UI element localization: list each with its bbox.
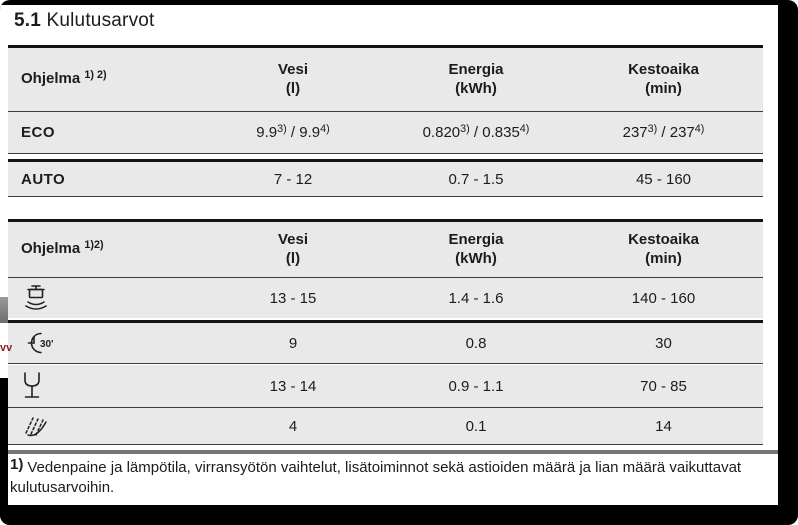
energy-value: 0.8203) / 0.8354) bbox=[422, 123, 530, 141]
consumption-table-main: Ohjelma 1) 2) Vesi (l) Energia (kWh) Kes… bbox=[8, 45, 763, 197]
footnote-text: Vedenpaine ja lämpötila, virransyötön va… bbox=[10, 459, 742, 497]
divider bbox=[8, 364, 763, 365]
table-row-rinse-program: 4 0.1 14 bbox=[8, 408, 763, 444]
divider bbox=[8, 318, 763, 320]
section-title-text: Kulutusarvot bbox=[46, 10, 155, 31]
header-water: Vesi (l) bbox=[277, 60, 309, 97]
duration-value: 45 - 160 bbox=[635, 170, 692, 188]
table-header-row: Ohjelma 1) 2) Vesi (l) Energia (kWh) Kes… bbox=[8, 48, 763, 111]
duration-value: 2373) / 2374) bbox=[622, 123, 705, 141]
energy-value: 0.1 bbox=[465, 417, 487, 435]
divider bbox=[8, 111, 763, 112]
water-value: 4 bbox=[288, 417, 298, 435]
duration-value: 14 bbox=[655, 417, 672, 435]
divider bbox=[8, 159, 763, 162]
energy-value: 0.8 bbox=[465, 334, 487, 352]
header-energy: Energia (kWh) bbox=[448, 60, 504, 97]
water-value: 13 - 15 bbox=[269, 289, 317, 307]
water-value: 7 - 12 bbox=[273, 170, 313, 188]
divider bbox=[8, 277, 763, 278]
program-icon-cell: 30' bbox=[8, 330, 198, 356]
program-icon-cell bbox=[8, 415, 198, 437]
energy-value: 0.9 - 1.1 bbox=[448, 377, 504, 395]
pots-program-icon bbox=[21, 284, 51, 312]
edge-watermark-block bbox=[0, 297, 8, 323]
divider bbox=[8, 196, 763, 197]
table-header-row: Ohjelma 1)2) Vesi (l) Energia (kWh) Kest… bbox=[8, 222, 763, 277]
header-water: Vesi (l) bbox=[277, 230, 309, 267]
table-row-pots-program: 13 - 15 1.4 - 1.6 140 - 160 bbox=[8, 278, 763, 318]
program-name: ECO bbox=[21, 124, 56, 141]
header-duration: Kestoaika (min) bbox=[628, 60, 699, 97]
divider bbox=[8, 153, 763, 154]
svg-text:30': 30' bbox=[40, 339, 54, 350]
glass-program-icon bbox=[21, 371, 43, 401]
footnote-divider bbox=[8, 450, 778, 454]
table-row-auto: AUTO 7 - 12 0.7 - 1.5 45 - 160 bbox=[8, 162, 763, 196]
water-value: 9 bbox=[288, 334, 298, 352]
energy-value: 1.4 - 1.6 bbox=[448, 289, 504, 307]
water-value: 9.93) / 9.94) bbox=[256, 123, 330, 141]
program-icon-cell bbox=[8, 371, 198, 401]
program-icon-cell bbox=[8, 284, 198, 312]
document-page: 5.1 Kulutusarvot Ohjelma 1) 2) Vesi (l) … bbox=[0, 5, 778, 505]
divider bbox=[8, 320, 763, 323]
energy-value: 0.7 - 1.5 bbox=[448, 170, 504, 188]
divider bbox=[8, 407, 763, 408]
divider bbox=[8, 219, 763, 222]
duration-value: 140 - 160 bbox=[631, 289, 696, 307]
program-name: AUTO bbox=[21, 170, 66, 188]
divider bbox=[8, 154, 763, 159]
divider bbox=[8, 363, 763, 364]
section-title: 5.1 Kulutusarvot bbox=[14, 10, 155, 32]
table-row-eco: ECO 9.93) / 9.94) 0.8203) / 0.8354) 2373… bbox=[8, 112, 763, 153]
consumption-table-programs: Ohjelma 1)2) Vesi (l) Energia (kWh) Kest… bbox=[8, 219, 763, 445]
quick-30min-program-icon: 30' bbox=[21, 330, 57, 356]
header-duration: Kestoaika (min) bbox=[628, 230, 699, 267]
water-value: 13 - 14 bbox=[269, 377, 317, 395]
header-program: Ohjelma 1) 2) bbox=[21, 69, 107, 88]
section-number: 5.1 bbox=[14, 10, 42, 31]
duration-value: 70 - 85 bbox=[640, 377, 687, 395]
header-program: Ohjelma 1)2) bbox=[21, 239, 104, 258]
rinse-program-icon bbox=[21, 415, 49, 437]
divider bbox=[8, 444, 763, 445]
edge-watermark-text: vv bbox=[0, 342, 12, 354]
duration-value: 30 bbox=[655, 334, 672, 352]
edge-black-bar bbox=[0, 378, 8, 525]
table-row-glass-program: 13 - 14 0.9 - 1.1 70 - 85 bbox=[8, 365, 763, 407]
footnote: 1) Vedenpaine ja lämpötila, virransyötön … bbox=[10, 456, 774, 499]
header-energy: Energia (kWh) bbox=[448, 230, 504, 267]
divider bbox=[8, 45, 763, 48]
footnote-marker: 1) bbox=[10, 456, 24, 473]
table-row-quick30-program: 30' 9 0.8 30 bbox=[8, 323, 763, 363]
